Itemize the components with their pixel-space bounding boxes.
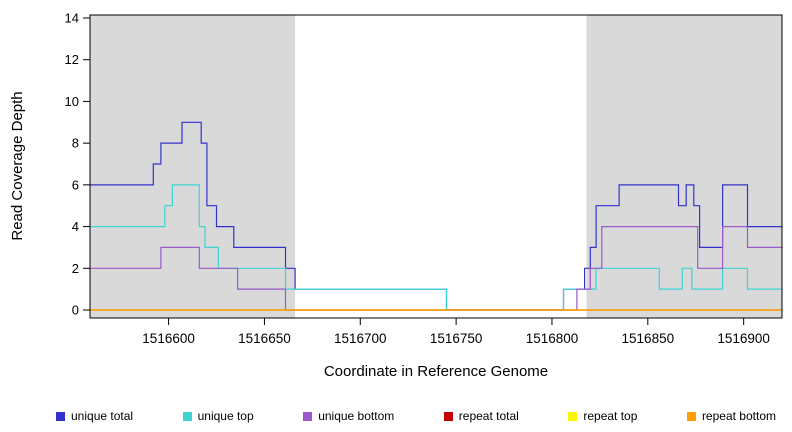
y-tick-label: 0 bbox=[72, 303, 79, 318]
legend-label: repeat total bbox=[458, 409, 519, 423]
legend-swatch-icon bbox=[568, 411, 578, 421]
legend-item-unique-bottom: unique bottom bbox=[303, 409, 394, 423]
x-axis-title: Coordinate in Reference Genome bbox=[324, 363, 548, 380]
legend-label: repeat top bbox=[583, 409, 638, 423]
x-tick-label: 1516650 bbox=[238, 331, 291, 346]
legend-swatch-icon bbox=[56, 411, 65, 421]
legend-label: unique total bbox=[71, 409, 134, 423]
y-tick-label: 6 bbox=[72, 177, 79, 192]
plot-area: 0 2 4 6 8 10 12 14 1516600 1516650 1516700 1516750 1… bbox=[9, 11, 783, 380]
y-axis-title: Read Coverage Depth bbox=[9, 91, 26, 240]
legend-swatch-icon bbox=[182, 411, 192, 421]
legend-swatch-icon bbox=[686, 411, 696, 421]
y-tick-label: 2 bbox=[72, 261, 79, 276]
x-tick-label: 1516750 bbox=[430, 331, 483, 346]
y-tick-label: 8 bbox=[72, 136, 79, 151]
legend-label: unique top bbox=[197, 409, 254, 423]
legend-label: repeat bottom bbox=[701, 409, 776, 423]
axes: 0 2 4 6 8 10 12 14 1516600 1516650 1516700 1516750 1… bbox=[65, 11, 770, 347]
legend: unique total unique top unique bottom repea… bbox=[0, 409, 792, 423]
legend-item-repeat-bottom: repeat bottom bbox=[686, 409, 776, 423]
y-tick-label: 12 bbox=[65, 52, 79, 67]
y-tick-label: 10 bbox=[65, 94, 79, 109]
legend-label: unique bottom bbox=[318, 409, 395, 423]
legend-item-unique-total: unique total bbox=[56, 409, 133, 423]
legend-swatch-icon bbox=[303, 411, 313, 421]
y-tick-label: 4 bbox=[72, 219, 79, 234]
series-lines bbox=[90, 121, 782, 311]
legend-item-repeat-total: repeat total bbox=[443, 409, 519, 423]
series-unique-bottom bbox=[90, 226, 782, 311]
x-tick-label: 1516600 bbox=[142, 331, 195, 346]
shaded-regions bbox=[90, 15, 782, 318]
shaded-region bbox=[586, 15, 782, 318]
y-tick-label: 14 bbox=[65, 11, 79, 26]
legend-item-unique-top: unique top bbox=[182, 409, 254, 423]
x-tick-label: 1516700 bbox=[334, 331, 387, 346]
x-tick-label: 1516850 bbox=[622, 331, 675, 346]
legend-item-repeat-top: repeat top bbox=[568, 409, 637, 423]
x-tick-label: 1516900 bbox=[717, 331, 770, 346]
shaded-region bbox=[90, 15, 296, 318]
x-tick-label: 1516800 bbox=[526, 331, 579, 346]
legend-swatch-icon bbox=[443, 411, 453, 421]
plot-border bbox=[89, 14, 783, 319]
